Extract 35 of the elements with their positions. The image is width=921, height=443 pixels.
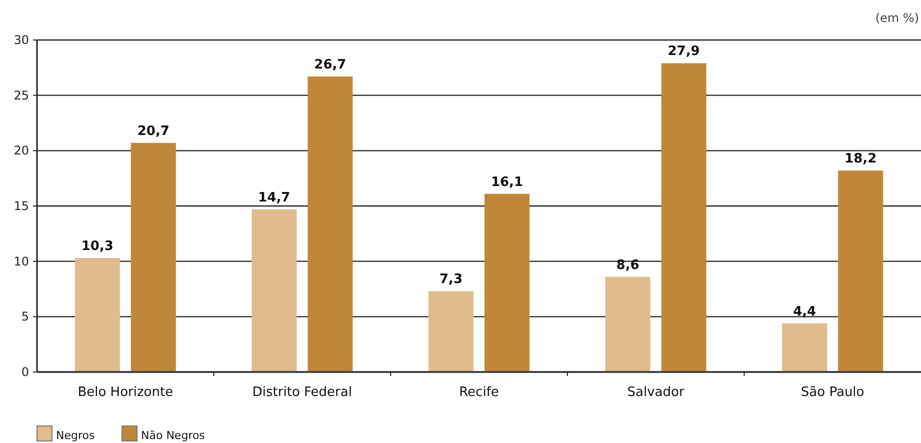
bar bbox=[428, 291, 474, 372]
legend-label: Não Negros bbox=[141, 429, 206, 442]
y-tick-label: 5 bbox=[21, 310, 29, 324]
data-label: 14,7 bbox=[258, 190, 290, 206]
bar bbox=[252, 209, 297, 372]
bar bbox=[74, 258, 120, 372]
data-label: 26,7 bbox=[314, 58, 346, 73]
x-tick-label: Distrito Federal bbox=[252, 385, 352, 400]
y-tick-label: 15 bbox=[14, 199, 29, 213]
bar bbox=[484, 194, 530, 372]
y-tick-label: 30 bbox=[14, 33, 29, 47]
bar bbox=[782, 323, 828, 372]
data-label: 20,7 bbox=[137, 124, 170, 139]
data-label: 4,4 bbox=[793, 304, 816, 320]
y-tick-label: 0 bbox=[21, 365, 29, 379]
y-tick-label: 25 bbox=[14, 88, 29, 102]
data-label: 16,1 bbox=[490, 174, 524, 190]
y-tick-label: 10 bbox=[14, 254, 29, 268]
data-label: 10,3 bbox=[81, 239, 114, 254]
y-tick-label: 20 bbox=[14, 144, 29, 158]
x-tick-label: Salvador bbox=[627, 385, 685, 400]
x-tick-label: São Paulo bbox=[800, 385, 864, 400]
x-tick-label: Belo Horizonte bbox=[78, 385, 174, 400]
x-tick-label: Recife bbox=[459, 385, 499, 400]
text: (em %) bbox=[875, 11, 919, 25]
bar bbox=[308, 76, 353, 372]
legend-label: Negros bbox=[56, 429, 95, 442]
data-label: 18,2 bbox=[844, 152, 877, 167]
bar bbox=[838, 170, 884, 372]
data-label: 8,6 bbox=[616, 258, 640, 273]
data-label: 7,3 bbox=[439, 272, 463, 288]
bar bbox=[605, 276, 650, 372]
bar bbox=[661, 63, 706, 372]
data-label: 27,9 bbox=[668, 44, 700, 60]
bar bbox=[130, 142, 176, 372]
